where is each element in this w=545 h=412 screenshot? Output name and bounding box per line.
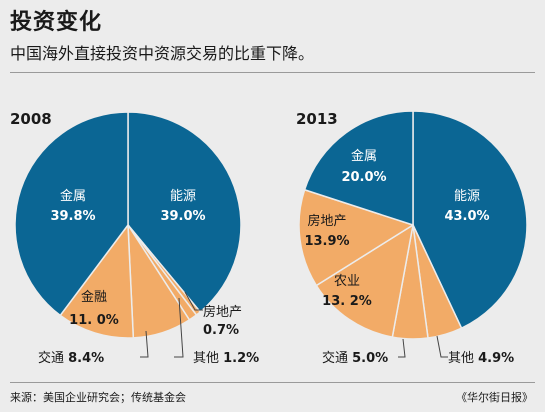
slice-value: 43.0% bbox=[444, 209, 489, 224]
slice-label: 金属 bbox=[60, 188, 86, 204]
slice-label: 能源 bbox=[170, 189, 196, 204]
slice-label: 房地产 bbox=[307, 213, 346, 229]
bottom-divider bbox=[10, 382, 535, 383]
slice-value: 13.9% bbox=[304, 234, 349, 249]
slice-label: 其他 4.9% bbox=[448, 351, 514, 366]
leader-line bbox=[398, 338, 406, 358]
pie-slice-slice-0 bbox=[127, 111, 242, 313]
slice-label: 金属 bbox=[351, 148, 377, 164]
pie-slice-slice-5 bbox=[14, 111, 129, 317]
slice-value: 13. 2% bbox=[322, 294, 372, 309]
leader-line bbox=[140, 330, 149, 358]
leader-line bbox=[174, 297, 184, 358]
slice-value: 39.8% bbox=[50, 209, 95, 224]
pie-slice-slice-4 bbox=[298, 189, 414, 287]
slice-label: 能源 bbox=[454, 189, 480, 204]
slice-label: 房地产 bbox=[203, 304, 242, 320]
slice-label: 农业 bbox=[334, 274, 360, 289]
pie-title: 2008 bbox=[10, 110, 52, 128]
slice-value: 0.7% bbox=[203, 323, 239, 338]
pie-slice-slice-4 bbox=[59, 224, 135, 339]
chart-title: 投资变化 bbox=[10, 10, 103, 35]
pie-slice-slice-5 bbox=[303, 110, 414, 226]
pie-slice-slice-0 bbox=[412, 110, 528, 329]
source-note: 来源：美国企业研究会；传统基金会 bbox=[10, 391, 186, 404]
pie-title: 2013 bbox=[296, 110, 338, 128]
leader-line bbox=[436, 335, 448, 358]
publisher-credit: 《华尔街日报》 bbox=[456, 391, 533, 404]
slice-label: 金融 bbox=[81, 289, 107, 305]
pie-slice-slice-3 bbox=[315, 224, 414, 338]
top-divider bbox=[10, 72, 535, 73]
pie-2008: 2008 能源 39.0% 房地产 0.7% 其他 1.2% 交通 8.4% 金融 11. 0%… bbox=[10, 110, 259, 366]
slice-label: 其他 1.2% bbox=[193, 351, 259, 366]
slice-value: 11. 0% bbox=[69, 313, 119, 328]
slice-value: 20.0% bbox=[341, 170, 386, 185]
leader-line bbox=[184, 291, 203, 311]
pie-2013: 2013 能源 43.0% 其他 4.9% 交通 5.0% 农业 13. 2% 房地产 13.9… bbox=[296, 110, 528, 366]
slice-label: 交通 5.0% bbox=[322, 350, 388, 366]
chart-subtitle: 中国海外直接投资中资源交易的比重下降。 bbox=[10, 44, 315, 63]
slice-value: 39.0% bbox=[160, 209, 205, 224]
slice-label: 交通 8.4% bbox=[38, 350, 104, 366]
